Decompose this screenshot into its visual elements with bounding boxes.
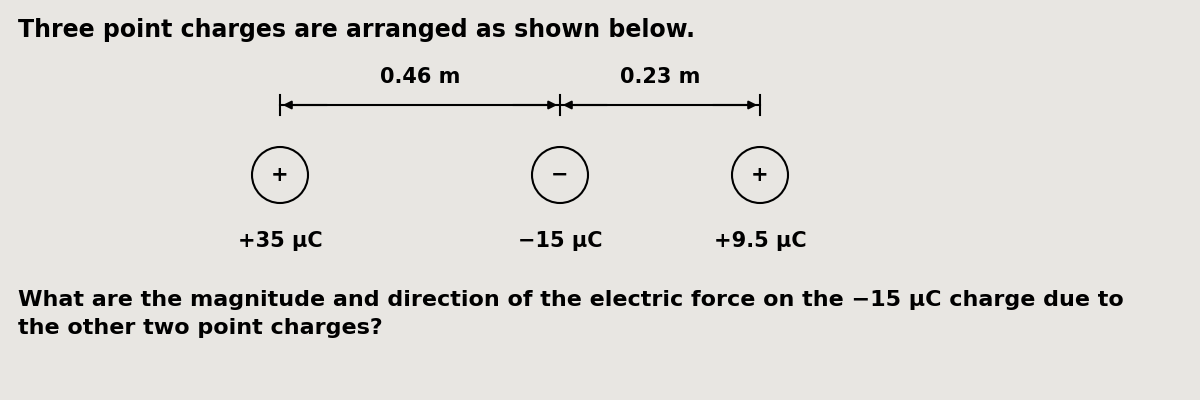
Text: −15 μC: −15 μC: [517, 231, 602, 251]
Text: 0.46 m: 0.46 m: [380, 67, 460, 87]
Text: What are the magnitude and direction of the electric force on the −15 μC charge : What are the magnitude and direction of …: [18, 290, 1123, 338]
Text: −: −: [551, 165, 569, 185]
Text: 0.23 m: 0.23 m: [620, 67, 700, 87]
Text: Three point charges are arranged as shown below.: Three point charges are arranged as show…: [18, 18, 695, 42]
Text: +9.5 μC: +9.5 μC: [714, 231, 806, 251]
Text: +35 μC: +35 μC: [238, 231, 323, 251]
Text: +: +: [751, 165, 769, 185]
Text: +: +: [271, 165, 289, 185]
